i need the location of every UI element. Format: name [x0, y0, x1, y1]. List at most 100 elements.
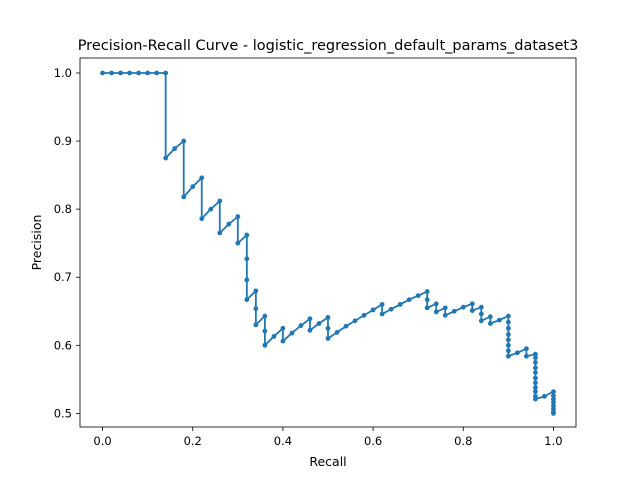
data-point [100, 70, 105, 76]
data-point [208, 206, 214, 212]
plot-frame [79, 57, 577, 428]
x-tick-label: 0.8 [454, 434, 472, 448]
plot-area: 0.0 0.2 0.4 0.6 0.8 1.0 0.5 0.6 0.7 0.8 0.9 1.0 [54, 57, 577, 448]
data-point [533, 385, 538, 390]
data-point [244, 297, 250, 303]
data-point [163, 70, 169, 76]
x-tick-label: 1.0 [544, 434, 562, 448]
data-point [235, 240, 241, 246]
data-point [217, 230, 223, 236]
data-point [505, 313, 511, 319]
data-point [505, 325, 511, 331]
data-point [262, 342, 268, 348]
chart-title: Precision-Recall Curve - logistic_regres… [78, 38, 579, 54]
data-point [244, 256, 250, 262]
data-point [253, 288, 259, 294]
data-point [145, 70, 151, 76]
data-point [433, 309, 439, 315]
data-point [298, 323, 304, 328]
data-point [533, 380, 538, 386]
data-point [533, 370, 538, 375]
data-point [352, 318, 358, 324]
data-point [334, 329, 340, 335]
data-point [271, 334, 277, 339]
data-point [424, 289, 430, 294]
data-point [244, 232, 250, 238]
data-point [551, 393, 556, 399]
data-point [163, 155, 169, 161]
data-point [343, 323, 349, 329]
data-point [262, 313, 268, 319]
data-point [181, 138, 187, 144]
data-point [253, 322, 259, 328]
data-point [154, 70, 160, 76]
data-point [542, 393, 547, 399]
x-tick-label: 0.2 [184, 434, 202, 448]
data-point [533, 389, 538, 394]
data-point [370, 307, 376, 313]
y-tick-label: 0.5 [54, 406, 72, 420]
data-point [451, 308, 457, 314]
data-point [505, 348, 511, 354]
data-point [533, 365, 538, 371]
data-point [442, 312, 448, 318]
data-point [487, 314, 493, 320]
data-point [551, 389, 556, 394]
data-point [199, 175, 205, 181]
x-tick-label: 0.4 [274, 434, 292, 448]
data-point [424, 297, 430, 303]
data-point [118, 70, 123, 76]
data-point [244, 277, 250, 283]
x-axis-label: Recall [309, 454, 346, 469]
data-point [533, 375, 538, 381]
x-axis: 0.0 0.2 0.4 0.6 0.8 1.0 [93, 427, 563, 448]
data-point [442, 305, 448, 311]
data-point [388, 306, 394, 312]
data-point [433, 301, 439, 307]
y-tick-label: 0.9 [54, 134, 72, 148]
data-point [136, 70, 142, 76]
series-markers [100, 70, 556, 416]
data-point [551, 410, 556, 416]
data-point [109, 70, 114, 76]
data-point [505, 353, 511, 359]
data-point [325, 325, 331, 331]
data-point [514, 350, 520, 356]
data-point [325, 314, 331, 320]
data-point [235, 214, 241, 220]
data-point [496, 317, 502, 323]
data-point [551, 400, 556, 405]
data-point [127, 70, 132, 76]
data-point [379, 311, 385, 317]
data-point [415, 293, 421, 298]
data-point [551, 396, 556, 402]
data-point [460, 304, 466, 310]
data-point [253, 306, 259, 311]
data-point [533, 396, 538, 402]
y-tick-label: 0.6 [54, 338, 72, 352]
y-tick-label: 0.8 [54, 202, 72, 216]
data-point [505, 337, 511, 343]
data-point [361, 312, 367, 318]
data-point [226, 221, 232, 227]
y-tick-label: 0.7 [54, 270, 72, 284]
data-point [424, 305, 430, 311]
data-point [325, 336, 331, 341]
data-point [478, 311, 484, 317]
data-point [307, 327, 313, 333]
data-point [190, 184, 196, 190]
y-axis-label: Precision [29, 215, 44, 271]
y-tick-label: 1.0 [54, 66, 72, 80]
data-point [524, 346, 529, 352]
x-tick-label: 0.6 [364, 434, 382, 448]
data-point [172, 146, 178, 151]
data-point [280, 338, 286, 344]
data-point [524, 353, 529, 359]
data-point [533, 351, 538, 357]
data-point [289, 330, 295, 336]
data-point [551, 403, 556, 409]
data-point [406, 297, 412, 303]
x-tick-label: 0.0 [93, 434, 111, 448]
data-point [478, 318, 484, 324]
